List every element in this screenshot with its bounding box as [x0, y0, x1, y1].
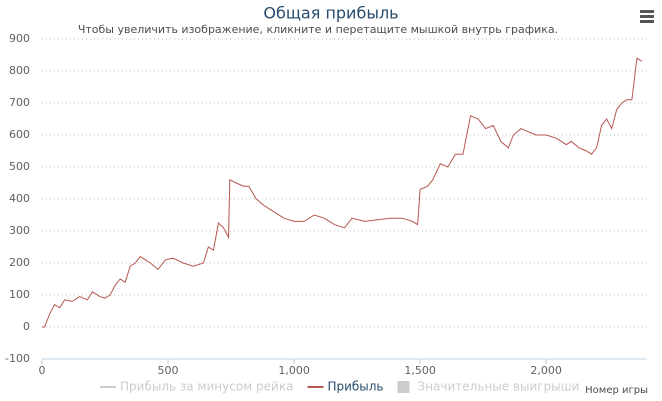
y-tick-label: 900	[9, 32, 30, 45]
x-tick-label: 1,000	[278, 364, 310, 377]
legend-item[interactable]: Прибыль	[307, 380, 384, 394]
x-tick-label: 0	[39, 364, 46, 377]
menu-bar	[640, 20, 654, 23]
y-tick-label: 100	[9, 288, 30, 301]
y-tick-label: 300	[9, 224, 30, 237]
x-tick-label: 1,500	[404, 364, 436, 377]
legend-item[interactable]: Прибыль за минусом рейка	[100, 380, 293, 394]
y-tick-label: 700	[9, 96, 30, 109]
y-tick-label: 800	[9, 64, 30, 77]
legend-symbol	[397, 381, 410, 393]
y-tick-label: 500	[9, 160, 30, 173]
chart-subtitle: Чтобы увеличить изображение, кликните и …	[78, 23, 558, 36]
chart-title: Общая прибыль	[263, 4, 398, 23]
x-tick-label: 500	[158, 364, 179, 377]
menu-bar	[640, 15, 654, 18]
menu-button[interactable]	[638, 8, 656, 24]
y-tick-label: 200	[9, 256, 30, 269]
legend-label: Значительные выигрыши	[418, 380, 580, 394]
line	[42, 57, 643, 328]
y-tick-label: 0	[23, 320, 30, 333]
x-tick-label: 2,000	[530, 364, 562, 377]
menu-bar	[640, 10, 654, 13]
y-tick-label: -100	[5, 352, 30, 365]
y-tick-label: 600	[9, 128, 30, 141]
x-axis-title: Номер игры	[585, 385, 648, 396]
legend-label: Прибыль за минусом рейка	[120, 380, 293, 394]
y-tick-label: 400	[9, 192, 30, 205]
legend-label: Прибыль	[327, 380, 383, 394]
legend-item[interactable]: Значительные выигрыши	[397, 380, 580, 394]
